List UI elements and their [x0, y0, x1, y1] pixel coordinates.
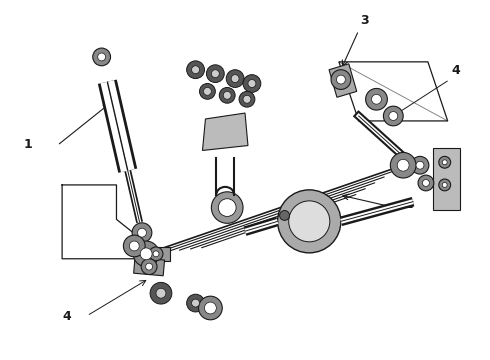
- Circle shape: [199, 84, 215, 99]
- Circle shape: [153, 251, 159, 257]
- Circle shape: [192, 299, 199, 307]
- Circle shape: [383, 106, 403, 126]
- Circle shape: [371, 94, 381, 104]
- Circle shape: [129, 241, 139, 251]
- Polygon shape: [329, 64, 357, 97]
- Text: 4: 4: [62, 310, 71, 323]
- Circle shape: [187, 61, 204, 78]
- Circle shape: [439, 156, 451, 168]
- Circle shape: [149, 247, 163, 261]
- Circle shape: [133, 241, 159, 267]
- Circle shape: [138, 228, 147, 237]
- Circle shape: [337, 75, 345, 84]
- Circle shape: [416, 161, 424, 169]
- Circle shape: [198, 296, 222, 320]
- Circle shape: [231, 75, 239, 82]
- Circle shape: [187, 294, 204, 312]
- Circle shape: [93, 48, 111, 66]
- Circle shape: [132, 223, 152, 243]
- Circle shape: [331, 70, 351, 89]
- Text: 4: 4: [452, 64, 461, 77]
- Circle shape: [248, 80, 256, 87]
- Circle shape: [226, 70, 244, 87]
- Circle shape: [397, 159, 409, 171]
- Polygon shape: [433, 148, 460, 210]
- Circle shape: [220, 87, 235, 103]
- Circle shape: [146, 263, 152, 270]
- Circle shape: [389, 112, 398, 121]
- Circle shape: [442, 183, 447, 188]
- Polygon shape: [134, 257, 165, 276]
- Polygon shape: [202, 113, 248, 150]
- Circle shape: [206, 65, 224, 82]
- Circle shape: [123, 235, 145, 257]
- Circle shape: [418, 175, 434, 191]
- Circle shape: [211, 192, 243, 223]
- Text: 1: 1: [24, 139, 32, 152]
- Circle shape: [204, 302, 216, 314]
- Circle shape: [140, 248, 152, 260]
- Circle shape: [141, 259, 157, 275]
- Text: 3: 3: [361, 14, 369, 27]
- Text: 2: 2: [405, 198, 414, 211]
- Circle shape: [243, 75, 261, 93]
- Polygon shape: [142, 247, 170, 261]
- Circle shape: [391, 152, 416, 178]
- Circle shape: [366, 89, 388, 110]
- Circle shape: [98, 53, 106, 61]
- Circle shape: [219, 199, 236, 216]
- Circle shape: [203, 87, 211, 95]
- Circle shape: [239, 91, 255, 107]
- Circle shape: [439, 179, 451, 191]
- Circle shape: [243, 95, 251, 103]
- Circle shape: [150, 282, 172, 304]
- Circle shape: [442, 160, 447, 165]
- Circle shape: [223, 91, 231, 99]
- Circle shape: [278, 190, 341, 253]
- Circle shape: [156, 288, 166, 298]
- Circle shape: [411, 156, 429, 174]
- Circle shape: [422, 180, 429, 186]
- Circle shape: [192, 66, 199, 74]
- Circle shape: [280, 211, 290, 220]
- Circle shape: [289, 201, 330, 242]
- Circle shape: [211, 70, 220, 78]
